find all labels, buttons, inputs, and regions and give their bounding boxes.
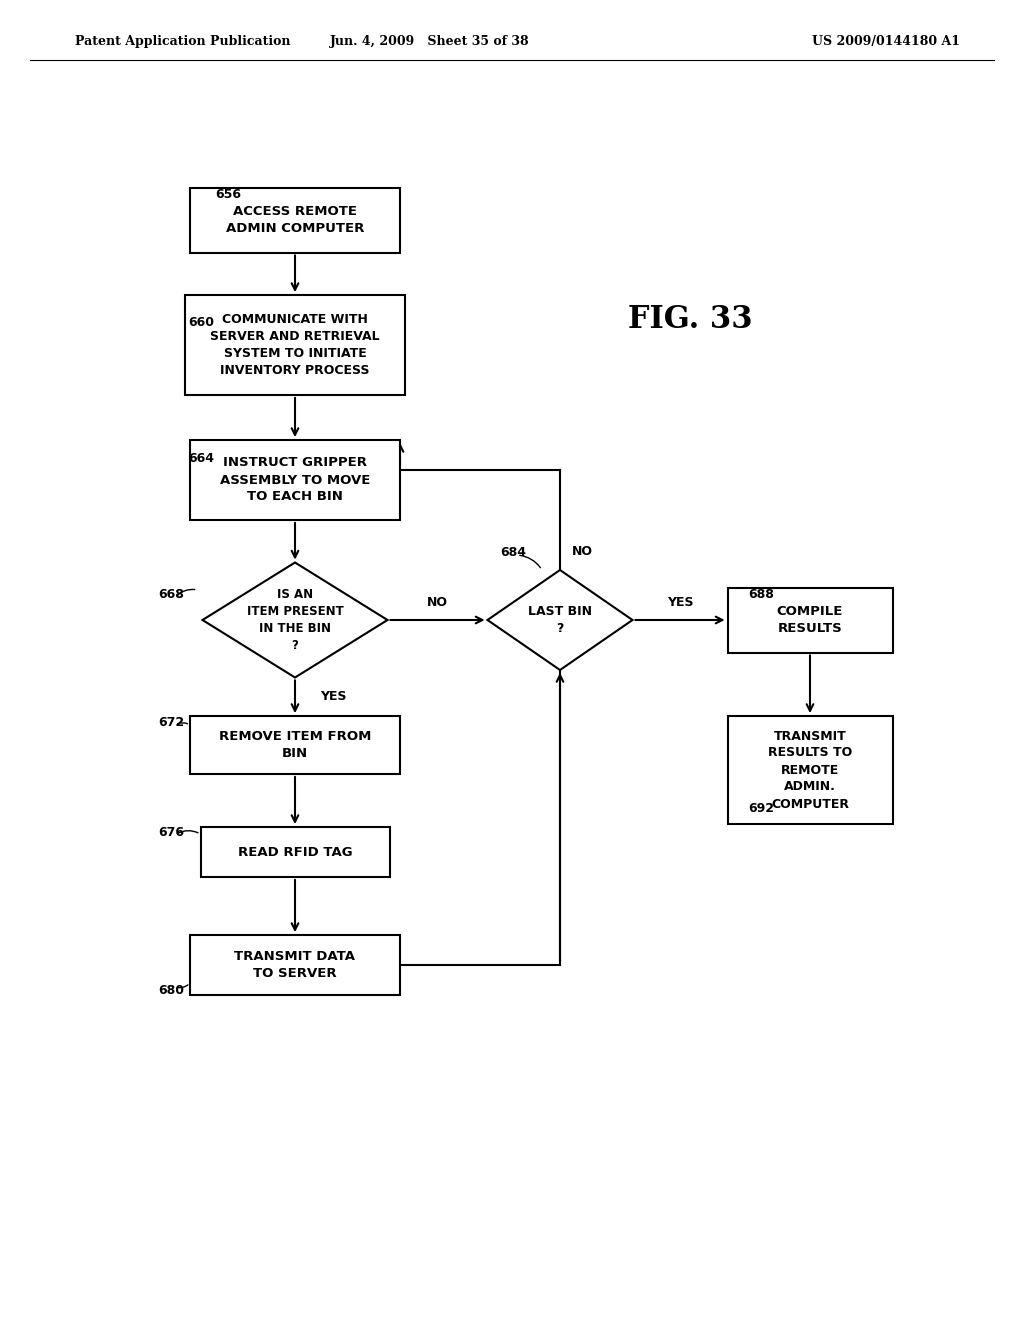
Text: Patent Application Publication: Patent Application Publication <box>75 36 291 49</box>
Text: COMPILE
RESULTS: COMPILE RESULTS <box>777 605 843 635</box>
Text: TRANSMIT
RESULTS TO
REMOTE
ADMIN.
COMPUTER: TRANSMIT RESULTS TO REMOTE ADMIN. COMPUT… <box>768 730 852 810</box>
FancyBboxPatch shape <box>727 587 893 652</box>
Text: IS AN
ITEM PRESENT
IN THE BIN
?: IS AN ITEM PRESENT IN THE BIN ? <box>247 587 343 652</box>
Text: NO: NO <box>572 545 593 558</box>
Text: 680: 680 <box>158 983 184 997</box>
FancyBboxPatch shape <box>190 440 400 520</box>
FancyBboxPatch shape <box>184 294 406 395</box>
Text: LAST BIN
?: LAST BIN ? <box>528 605 592 635</box>
Text: Jun. 4, 2009   Sheet 35 of 38: Jun. 4, 2009 Sheet 35 of 38 <box>330 36 529 49</box>
Text: 684: 684 <box>500 545 526 558</box>
Text: 668: 668 <box>158 589 184 602</box>
Text: 664: 664 <box>188 451 214 465</box>
Text: READ RFID TAG: READ RFID TAG <box>238 846 352 858</box>
Text: YES: YES <box>667 597 693 609</box>
FancyBboxPatch shape <box>190 187 400 252</box>
Text: NO: NO <box>427 597 449 609</box>
FancyBboxPatch shape <box>190 935 400 995</box>
Text: US 2009/0144180 A1: US 2009/0144180 A1 <box>812 36 961 49</box>
FancyBboxPatch shape <box>190 715 400 774</box>
Text: 676: 676 <box>158 825 184 838</box>
Text: COMMUNICATE WITH
SERVER AND RETRIEVAL
SYSTEM TO INITIATE
INVENTORY PROCESS: COMMUNICATE WITH SERVER AND RETRIEVAL SY… <box>210 313 380 378</box>
FancyBboxPatch shape <box>727 715 893 824</box>
Text: TRANSMIT DATA
TO SERVER: TRANSMIT DATA TO SERVER <box>234 950 355 979</box>
Text: YES: YES <box>319 690 346 704</box>
Polygon shape <box>203 562 387 677</box>
Text: 656: 656 <box>215 189 241 202</box>
Text: 672: 672 <box>158 715 184 729</box>
Text: INSTRUCT GRIPPER
ASSEMBLY TO MOVE
TO EACH BIN: INSTRUCT GRIPPER ASSEMBLY TO MOVE TO EAC… <box>220 457 371 503</box>
Text: 688: 688 <box>748 589 774 602</box>
Text: FIG. 33: FIG. 33 <box>628 305 753 335</box>
Text: 660: 660 <box>188 315 214 329</box>
Polygon shape <box>487 570 633 671</box>
Text: ACCESS REMOTE
ADMIN COMPUTER: ACCESS REMOTE ADMIN COMPUTER <box>226 205 365 235</box>
FancyBboxPatch shape <box>201 828 389 876</box>
Text: 692: 692 <box>748 801 774 814</box>
Text: REMOVE ITEM FROM
BIN: REMOVE ITEM FROM BIN <box>219 730 371 760</box>
